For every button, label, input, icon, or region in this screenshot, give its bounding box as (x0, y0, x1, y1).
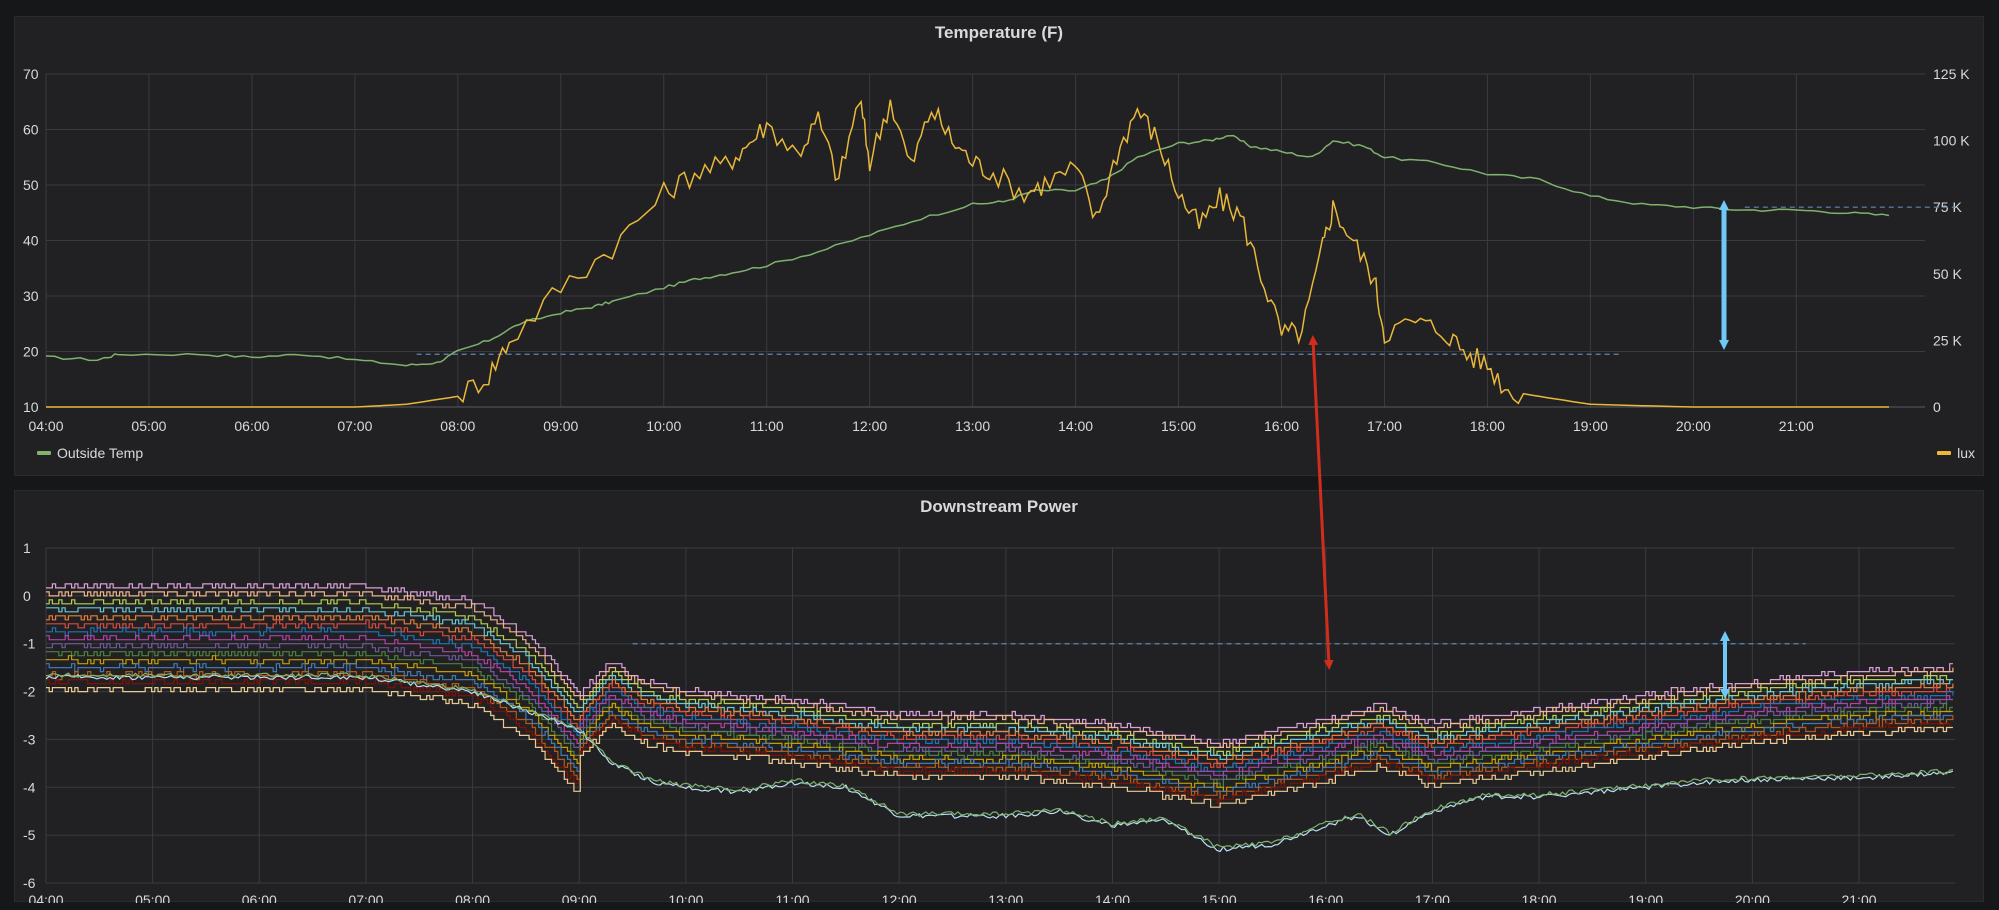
y-left-tick-label: 50 (23, 177, 39, 193)
power-series-line (46, 651, 1953, 788)
y-right-tick-label: 125 K (1933, 66, 1970, 82)
x-tick-label: 07:00 (348, 892, 383, 903)
y-right-tick-label: 100 K (1933, 133, 1970, 149)
x-tick-label: 17:00 (1367, 418, 1402, 434)
x-tick-label: 13:00 (955, 418, 990, 434)
x-tick-label: 21:00 (1841, 892, 1876, 903)
x-tick-label: 13:00 (988, 892, 1023, 903)
x-tick-label: 15:00 (1161, 418, 1196, 434)
x-tick-label: 14:00 (1095, 892, 1130, 903)
power-series-line (46, 599, 1953, 756)
y-tick-label: -6 (23, 875, 36, 891)
legend-outside-temp[interactable]: Outside Temp (37, 445, 143, 461)
x-tick-label: 09:00 (543, 418, 578, 434)
y-right-tick-label: 25 K (1933, 332, 1962, 348)
x-tick-label: 19:00 (1628, 892, 1663, 903)
x-tick-label: 04:00 (28, 418, 63, 434)
power-series-line (46, 671, 1954, 800)
y-left-tick-label: 10 (23, 399, 39, 415)
y-left-tick-label: 60 (23, 122, 39, 138)
x-tick-label: 06:00 (242, 892, 277, 903)
power-low-series-line (45, 672, 1954, 849)
y-tick-label: -2 (23, 684, 36, 700)
x-tick-label: 05:00 (135, 892, 170, 903)
x-tick-label: 09:00 (562, 892, 597, 903)
x-tick-label: 06:00 (234, 418, 269, 434)
power-series-line (46, 643, 1953, 780)
y-left-tick-label: 70 (23, 66, 39, 82)
x-tick-label: 08:00 (440, 418, 475, 434)
x-tick-label: 11:00 (750, 418, 784, 434)
legend-label-outside-temp: Outside Temp (57, 445, 144, 461)
power-series-line (46, 627, 1954, 772)
power-series-line (46, 635, 1953, 776)
x-tick-label: 08:00 (455, 892, 490, 903)
x-tick-label: 11:00 (776, 892, 810, 903)
x-tick-label: 16:00 (1264, 418, 1299, 434)
legend-label-lux: lux (1957, 445, 1975, 461)
x-tick-label: 10:00 (668, 892, 703, 903)
x-tick-label: 16:00 (1308, 892, 1343, 903)
power-series-line (46, 619, 1953, 768)
y-left-tick-label: 40 (23, 233, 39, 249)
legend-swatch-lux (1937, 451, 1952, 455)
power-series-line (46, 615, 1954, 764)
power-series-line (46, 687, 1953, 808)
x-tick-label: 18:00 (1522, 892, 1557, 903)
x-tick-label: 10:00 (646, 418, 681, 434)
x-tick-label: 15:00 (1202, 892, 1237, 903)
y-tick-label: 1 (23, 540, 31, 556)
y-left-tick-label: 30 (23, 288, 39, 304)
y-tick-label: 0 (23, 588, 31, 604)
x-tick-label: 04:00 (28, 892, 63, 903)
x-tick-label: 19:00 (1573, 418, 1608, 434)
x-tick-label: 05:00 (131, 418, 166, 434)
x-tick-label: 07:00 (337, 418, 372, 434)
power-series-line (46, 583, 1953, 748)
downstream-power-panel-title: Downstream Power (920, 497, 1078, 516)
y-right-tick-label: 50 K (1933, 266, 1962, 282)
y-right-tick-label: 0 (1933, 399, 1941, 415)
x-tick-label: 20:00 (1676, 418, 1711, 434)
temperature-panel-title: Temperature (F) (934, 23, 1064, 42)
x-tick-label: 12:00 (882, 892, 917, 903)
series-line-outside-temp (45, 134, 1890, 367)
downstream-power-panel: Downstream Power -6 -5 -4 -3 -2 -1 0 1 04:00 05:0… (14, 490, 1984, 903)
x-tick-label: 18:00 (1470, 418, 1505, 434)
y-tick-label: -4 (23, 779, 36, 795)
x-tick-label: 17:00 (1415, 892, 1450, 903)
y-left-tick-label: 20 (23, 344, 39, 360)
series-line-lux (46, 99, 1889, 408)
x-tick-label: 12:00 (852, 418, 887, 434)
y-tick-label: -1 (23, 636, 36, 652)
x-tick-label: 21:00 (1779, 418, 1814, 434)
legend-swatch-outside-temp (37, 451, 51, 455)
legend-lux[interactable]: lux (1937, 445, 1975, 461)
downstream-power-chart: -6 -5 -4 -3 -2 -1 0 1 04:00 05:00 06:00 07:00 08:00 0… (23, 540, 1955, 903)
y-tick-label: -5 (23, 827, 36, 843)
x-tick-label: 14:00 (1058, 418, 1093, 434)
y-tick-label: -3 (23, 731, 36, 747)
power-series-line (46, 591, 1954, 748)
x-tick-label: 20:00 (1735, 892, 1770, 903)
